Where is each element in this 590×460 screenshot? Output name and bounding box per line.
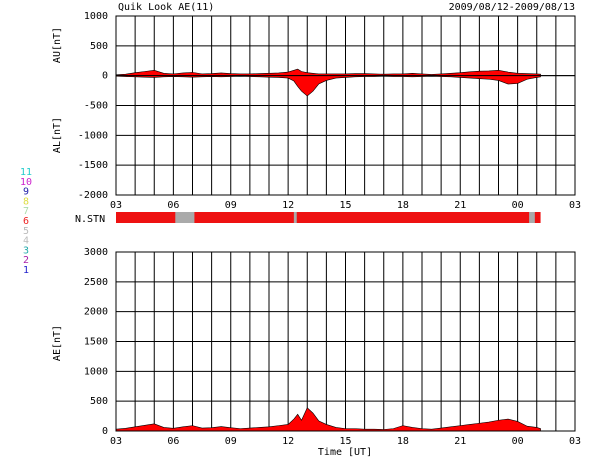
station-count-gap bbox=[293, 212, 297, 223]
y-tick-label: 500 bbox=[90, 396, 108, 407]
x-tick-label: 03 bbox=[569, 436, 581, 447]
x-tick-label: 00 bbox=[512, 200, 524, 211]
chart-title: Quik Look AE(11) bbox=[118, 2, 214, 13]
legend-item: 1 bbox=[23, 265, 29, 276]
legend-item: 6 bbox=[23, 216, 29, 227]
x-tick-label: 12 bbox=[282, 200, 294, 211]
legend-item: 2 bbox=[23, 255, 29, 266]
legend-item: 8 bbox=[23, 196, 29, 207]
nstn-label: N.STN bbox=[75, 214, 105, 225]
x-tick-label: 18 bbox=[397, 436, 409, 447]
x-tick-label: 03 bbox=[569, 200, 581, 211]
x-tick-label: 15 bbox=[339, 436, 351, 447]
y-tick-label: 1000 bbox=[84, 11, 108, 22]
y-tick-label: -1000 bbox=[78, 130, 108, 141]
al-axis-label: AL[nT] bbox=[52, 117, 63, 153]
y-tick-label: -500 bbox=[84, 101, 108, 112]
x-tick-label: 09 bbox=[225, 200, 237, 211]
station-count-gap bbox=[175, 212, 195, 223]
legend-item: 10 bbox=[20, 177, 32, 188]
legend-item: 9 bbox=[23, 187, 29, 198]
x-tick-label: 12 bbox=[282, 436, 294, 447]
y-tick-label: 2000 bbox=[84, 307, 108, 318]
y-tick-label: 1000 bbox=[84, 366, 108, 377]
y-tick-label: 0 bbox=[102, 426, 108, 437]
y-tick-label: 500 bbox=[90, 41, 108, 52]
y-tick-label: 1500 bbox=[84, 337, 108, 348]
y-tick-label: 3000 bbox=[84, 247, 108, 258]
station-count-fill bbox=[116, 212, 541, 223]
au-axis-label: AU[nT] bbox=[52, 27, 63, 63]
x-tick-label: 09 bbox=[225, 436, 237, 447]
al-series-area bbox=[115, 75, 541, 97]
ae-axis-label: AE[nT] bbox=[52, 325, 63, 361]
x-tick-label: 06 bbox=[167, 436, 179, 447]
legend-item: 3 bbox=[23, 245, 29, 256]
x-tick-label: 15 bbox=[339, 200, 351, 211]
y-tick-label: -1500 bbox=[78, 160, 108, 171]
station-count-gap bbox=[529, 212, 535, 223]
x-tick-label: 00 bbox=[512, 436, 524, 447]
y-tick-label: -2000 bbox=[78, 190, 108, 201]
legend-item: 7 bbox=[23, 206, 29, 217]
x-tick-label: 06 bbox=[167, 200, 179, 211]
legend-item: 5 bbox=[23, 226, 29, 237]
au-series-area bbox=[115, 68, 541, 76]
legend-item: 4 bbox=[23, 236, 29, 247]
x-tick-label: 03 bbox=[110, 200, 122, 211]
legend-item: 11 bbox=[20, 167, 32, 178]
plot-frame bbox=[115, 15, 576, 196]
x-tick-label: 18 bbox=[397, 200, 409, 211]
plot-frame bbox=[115, 251, 576, 432]
date-range: 2009/08/12-2009/08/13 bbox=[449, 2, 575, 13]
x-axis-label: Time [UT] bbox=[318, 447, 372, 458]
y-tick-label: 2500 bbox=[84, 277, 108, 288]
x-tick-label: 03 bbox=[110, 436, 122, 447]
x-tick-label: 21 bbox=[454, 200, 466, 211]
x-tick-label: 21 bbox=[454, 436, 466, 447]
y-tick-label: 0 bbox=[102, 71, 108, 82]
station-count-bar bbox=[116, 212, 541, 223]
ae-series-area bbox=[115, 407, 541, 432]
